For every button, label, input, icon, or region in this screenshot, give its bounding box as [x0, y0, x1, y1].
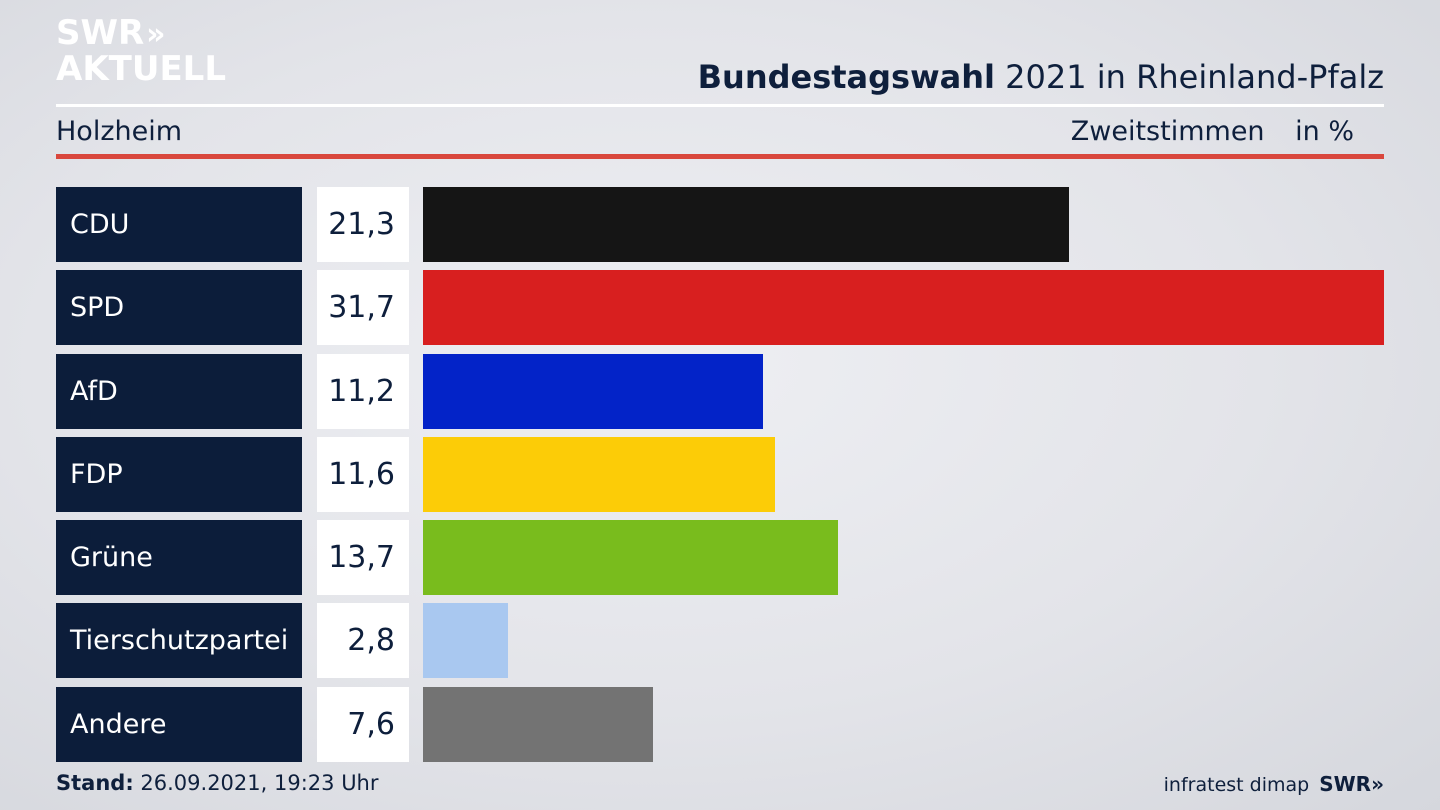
bar-chart: CDU 21,3 SPD 31,7 AfD 11,2 FDP 11,6 Grüne 13,7 Tie…: [56, 187, 1384, 770]
bar-track: [423, 270, 1384, 346]
unit-label: in %: [1295, 116, 1354, 147]
party-label: Andere: [56, 686, 302, 762]
bar-row: FDP 11,6: [56, 436, 1384, 512]
bar: [423, 270, 1384, 346]
source-label: infratest dimap: [1163, 774, 1310, 796]
party-label: CDU: [56, 187, 302, 262]
bar-track: [423, 436, 1384, 512]
bar-track: [423, 603, 1384, 679]
accent-divider: [56, 154, 1384, 159]
timestamp: Stand: 26.09.2021, 19:23 Uhr: [56, 771, 379, 795]
timestamp-label: Stand:: [56, 771, 134, 795]
data-label: 31,7: [317, 270, 409, 346]
swr-aktuell-logo: SWR» AKTUELL: [56, 16, 226, 87]
bar-row: Grüne 13,7: [56, 520, 1384, 596]
bar: [423, 436, 775, 512]
bar-row: Tierschutzpartei 2,8: [56, 603, 1384, 679]
logo-aktuell-text: AKTUELL: [56, 49, 227, 89]
data-label: 11,2: [317, 353, 409, 429]
bar-row: SPD 31,7: [56, 270, 1384, 346]
bar-row: Andere 7,6: [56, 686, 1384, 762]
bar: [423, 187, 1069, 262]
party-label: FDP: [56, 436, 302, 512]
logo-swr-text: SWR: [56, 13, 145, 53]
header-divider: [56, 104, 1384, 107]
bar-row: AfD 11,2: [56, 353, 1384, 429]
party-label: Tierschutzpartei: [56, 603, 302, 679]
chart-title-rest: 2021 in Rheinland-Pfalz: [1005, 58, 1384, 96]
bar-track: [423, 686, 1384, 762]
timestamp-value: 26.09.2021, 19:23 Uhr: [140, 771, 379, 795]
bar: [423, 520, 838, 596]
metric-name: Zweitstimmen: [1070, 116, 1265, 147]
bar: [423, 603, 508, 679]
bar-row: CDU 21,3: [56, 187, 1384, 262]
data-label: 11,6: [317, 436, 409, 512]
bar-track: [423, 187, 1384, 262]
party-label: Grüne: [56, 520, 302, 596]
bar: [423, 686, 653, 762]
data-label: 7,6: [317, 686, 409, 762]
metric-label: Zweitstimmen in %: [1071, 116, 1354, 147]
bar: [423, 353, 763, 429]
region-label: Holzheim: [56, 116, 183, 147]
bar-track: [423, 520, 1384, 596]
data-label: 2,8: [317, 603, 409, 679]
data-label: 13,7: [317, 520, 409, 596]
party-label: SPD: [56, 270, 302, 346]
source-credit: infratest dimap SWR»: [1164, 772, 1384, 796]
chart-title-bold: Bundestagswahl: [697, 58, 995, 96]
party-label: AfD: [56, 353, 302, 429]
chart-title: Bundestagswahl 2021 in Rheinland-Pfalz: [698, 58, 1384, 96]
data-label: 21,3: [317, 187, 409, 262]
logo-chevrons-icon: »: [146, 17, 166, 52]
bar-track: [423, 353, 1384, 429]
swr-footer-logo: SWR»: [1319, 772, 1384, 796]
